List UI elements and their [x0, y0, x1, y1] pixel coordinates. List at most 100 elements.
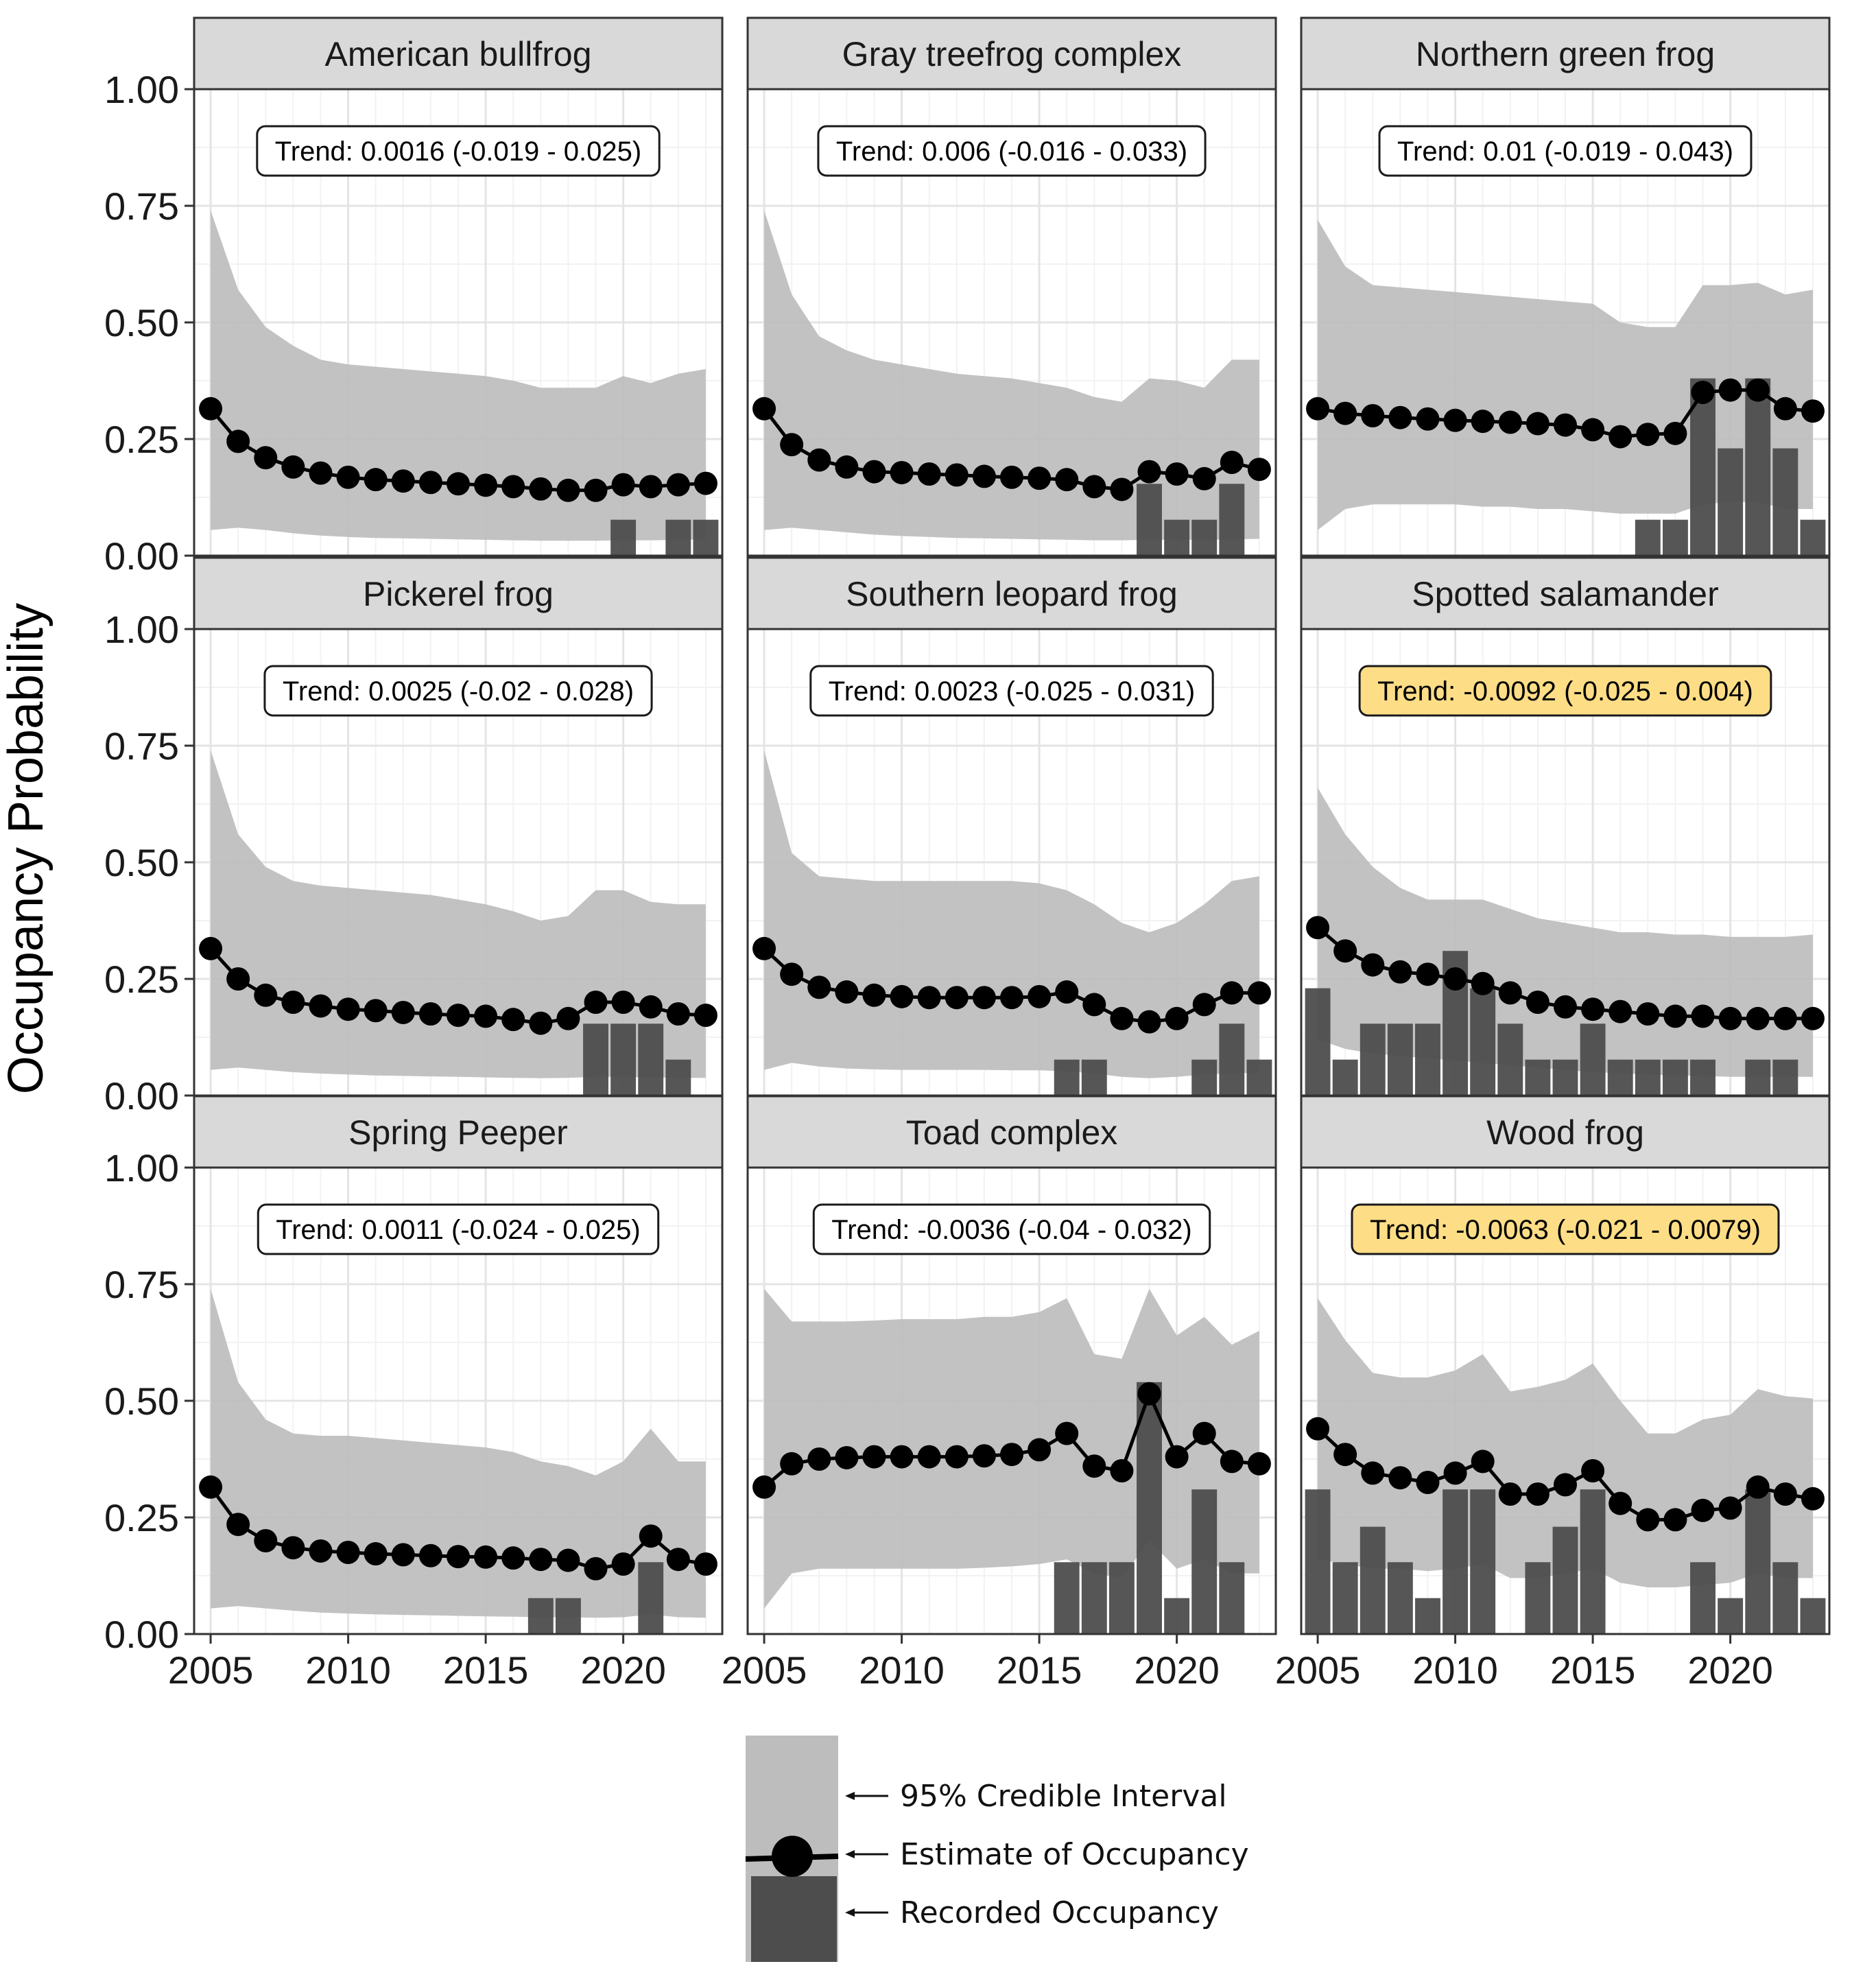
estimate-point	[1247, 1452, 1271, 1476]
recorded-occupancy-bar	[1772, 448, 1798, 556]
estimate-point	[1082, 993, 1106, 1017]
estimate-point	[529, 1548, 553, 1572]
panel-pickerel-frog: Pickerel frog Trend: 0.0025 (-0.02 - 0.02…	[104, 556, 724, 1117]
estimate-point	[391, 469, 415, 493]
recorded-occupancy-bar	[1525, 1059, 1551, 1096]
recorded-occupancy-bar	[1607, 1059, 1633, 1096]
estimate-point	[1192, 993, 1216, 1017]
estimate-point	[1361, 953, 1385, 977]
recorded-occupancy-bar	[1108, 1562, 1135, 1634]
y-tick-label: 0.75	[104, 185, 179, 228]
estimate-point	[1388, 1466, 1412, 1490]
recorded-occupancy-bar	[1054, 1059, 1080, 1096]
recorded-occupancy-bar	[1415, 1598, 1440, 1634]
estimate-point	[447, 472, 470, 496]
estimate-point	[945, 1445, 969, 1469]
estimate-point	[1691, 1004, 1715, 1028]
estimate-point	[1691, 1498, 1715, 1522]
estimate-point	[1636, 1002, 1660, 1026]
estimate-point	[1581, 418, 1605, 442]
estimate-point	[1498, 981, 1522, 1005]
estimate-point	[1137, 1382, 1161, 1406]
estimate-point	[1192, 466, 1216, 490]
panel-american-bullfrog: American bullfrog Trend: 0.0016 (-0.019 -…	[104, 16, 724, 578]
recorded-occupancy-bar	[1662, 1059, 1688, 1096]
estimate-point	[611, 991, 635, 1014]
recorded-occupancy-bar	[1772, 1562, 1798, 1634]
estimate-point	[1137, 460, 1161, 484]
estimate-point	[835, 980, 859, 1004]
estimate-point	[1000, 986, 1023, 1010]
estimate-point	[1388, 960, 1412, 984]
estimate-point	[254, 1529, 278, 1552]
recorded-occupancy-bar	[1470, 1489, 1496, 1634]
estimate-point	[1416, 407, 1440, 431]
panel-spotted-salamander: Spotted salamander Trend: -0.0092 (-0.025…	[1300, 556, 1831, 1097]
estimate-point	[693, 471, 717, 495]
recorded-occupancy-bar	[1745, 1059, 1771, 1096]
trend-label-box	[809, 665, 1214, 717]
trend-label-box	[1358, 665, 1772, 717]
recorded-occupancy-bar	[1081, 1059, 1107, 1096]
estimate-point	[1498, 410, 1522, 434]
recorded-occupancy-bar	[1360, 1023, 1386, 1096]
trend-label-text: Trend: 0.01 (-0.019 - 0.043)	[1397, 137, 1733, 167]
recorded-occupancy-bar	[1745, 378, 1771, 556]
recorded-occupancy-bar	[1800, 1598, 1826, 1634]
estimate-point	[226, 429, 250, 453]
recorded-occupancy-bar	[1332, 1562, 1358, 1634]
estimate-point	[584, 1557, 608, 1581]
panel-wood-frog: Wood frog Trend: -0.0063 (-0.021 - 0.0079…	[1275, 1095, 1831, 1692]
estimate-point	[391, 1543, 415, 1567]
recorded-occupancy-bar	[665, 519, 691, 556]
estimate-point	[1525, 991, 1550, 1014]
estimate-point	[226, 967, 250, 991]
trend-label-box	[817, 125, 1207, 177]
estimate-point	[584, 991, 608, 1014]
estimate-point	[972, 1444, 996, 1468]
estimate-point	[972, 464, 996, 488]
estimate-point	[556, 478, 580, 502]
estimate-point	[309, 1539, 333, 1563]
estimate-point	[1333, 401, 1357, 425]
credible-interval-ribbon	[764, 210, 1259, 541]
estimate-point	[1028, 984, 1052, 1008]
estimate-point	[501, 475, 525, 499]
estimate-point	[199, 936, 223, 960]
estimate-point	[1801, 1006, 1825, 1030]
estimate-point	[1416, 1471, 1440, 1494]
estimate-point	[1773, 1482, 1797, 1506]
estimate-point	[418, 1543, 442, 1567]
estimate-point	[835, 455, 859, 479]
estimate-point	[501, 1546, 525, 1570]
recorded-occupancy-bar	[1054, 1562, 1080, 1634]
trend-label-text: Trend: -0.0036 (-0.04 - 0.032)	[831, 1215, 1191, 1245]
estimate-point	[807, 1447, 831, 1471]
y-tick-label: 0.25	[104, 1496, 179, 1539]
y-tick-label: 0.00	[104, 1074, 179, 1117]
panel-southern-leopard-frog: Southern leopard frog Trend: 0.0023 (-0.0…	[746, 556, 1277, 1097]
recorded-occupancy-bar	[610, 519, 637, 556]
trend-label-text: Trend: 0.0025 (-0.02 - 0.028)	[283, 676, 634, 707]
recorded-occupancy-bar	[1497, 1023, 1523, 1096]
x-tick-label: 2020	[1134, 1648, 1220, 1692]
estimate-point	[639, 1524, 663, 1548]
estimate-point	[199, 1475, 223, 1499]
y-tick-label: 1.00	[104, 1146, 179, 1190]
estimate-point	[474, 1545, 498, 1569]
recorded-occupancy-bar	[1305, 1489, 1331, 1634]
strip-title: Spring Peeper	[348, 1113, 568, 1152]
legend-point-key	[772, 1836, 813, 1877]
recorded-occupancy-bar	[1580, 1023, 1606, 1096]
estimate-point	[917, 1445, 941, 1469]
legend-arrow-recorded	[845, 1908, 888, 1917]
facet-panels: American bullfrog Trend: 0.0016 (-0.019 -…	[104, 16, 1831, 1692]
trend-label-box	[1378, 125, 1753, 177]
estimate-point	[1663, 1004, 1687, 1028]
estimate-point	[1361, 1461, 1385, 1485]
estimate-point	[945, 463, 969, 487]
recorded-occupancy-bar	[1745, 1489, 1771, 1634]
credible-interval-ribbon	[1318, 788, 1813, 1077]
estimate-point	[1028, 466, 1052, 490]
x-tick-label: 2015	[443, 1648, 529, 1692]
